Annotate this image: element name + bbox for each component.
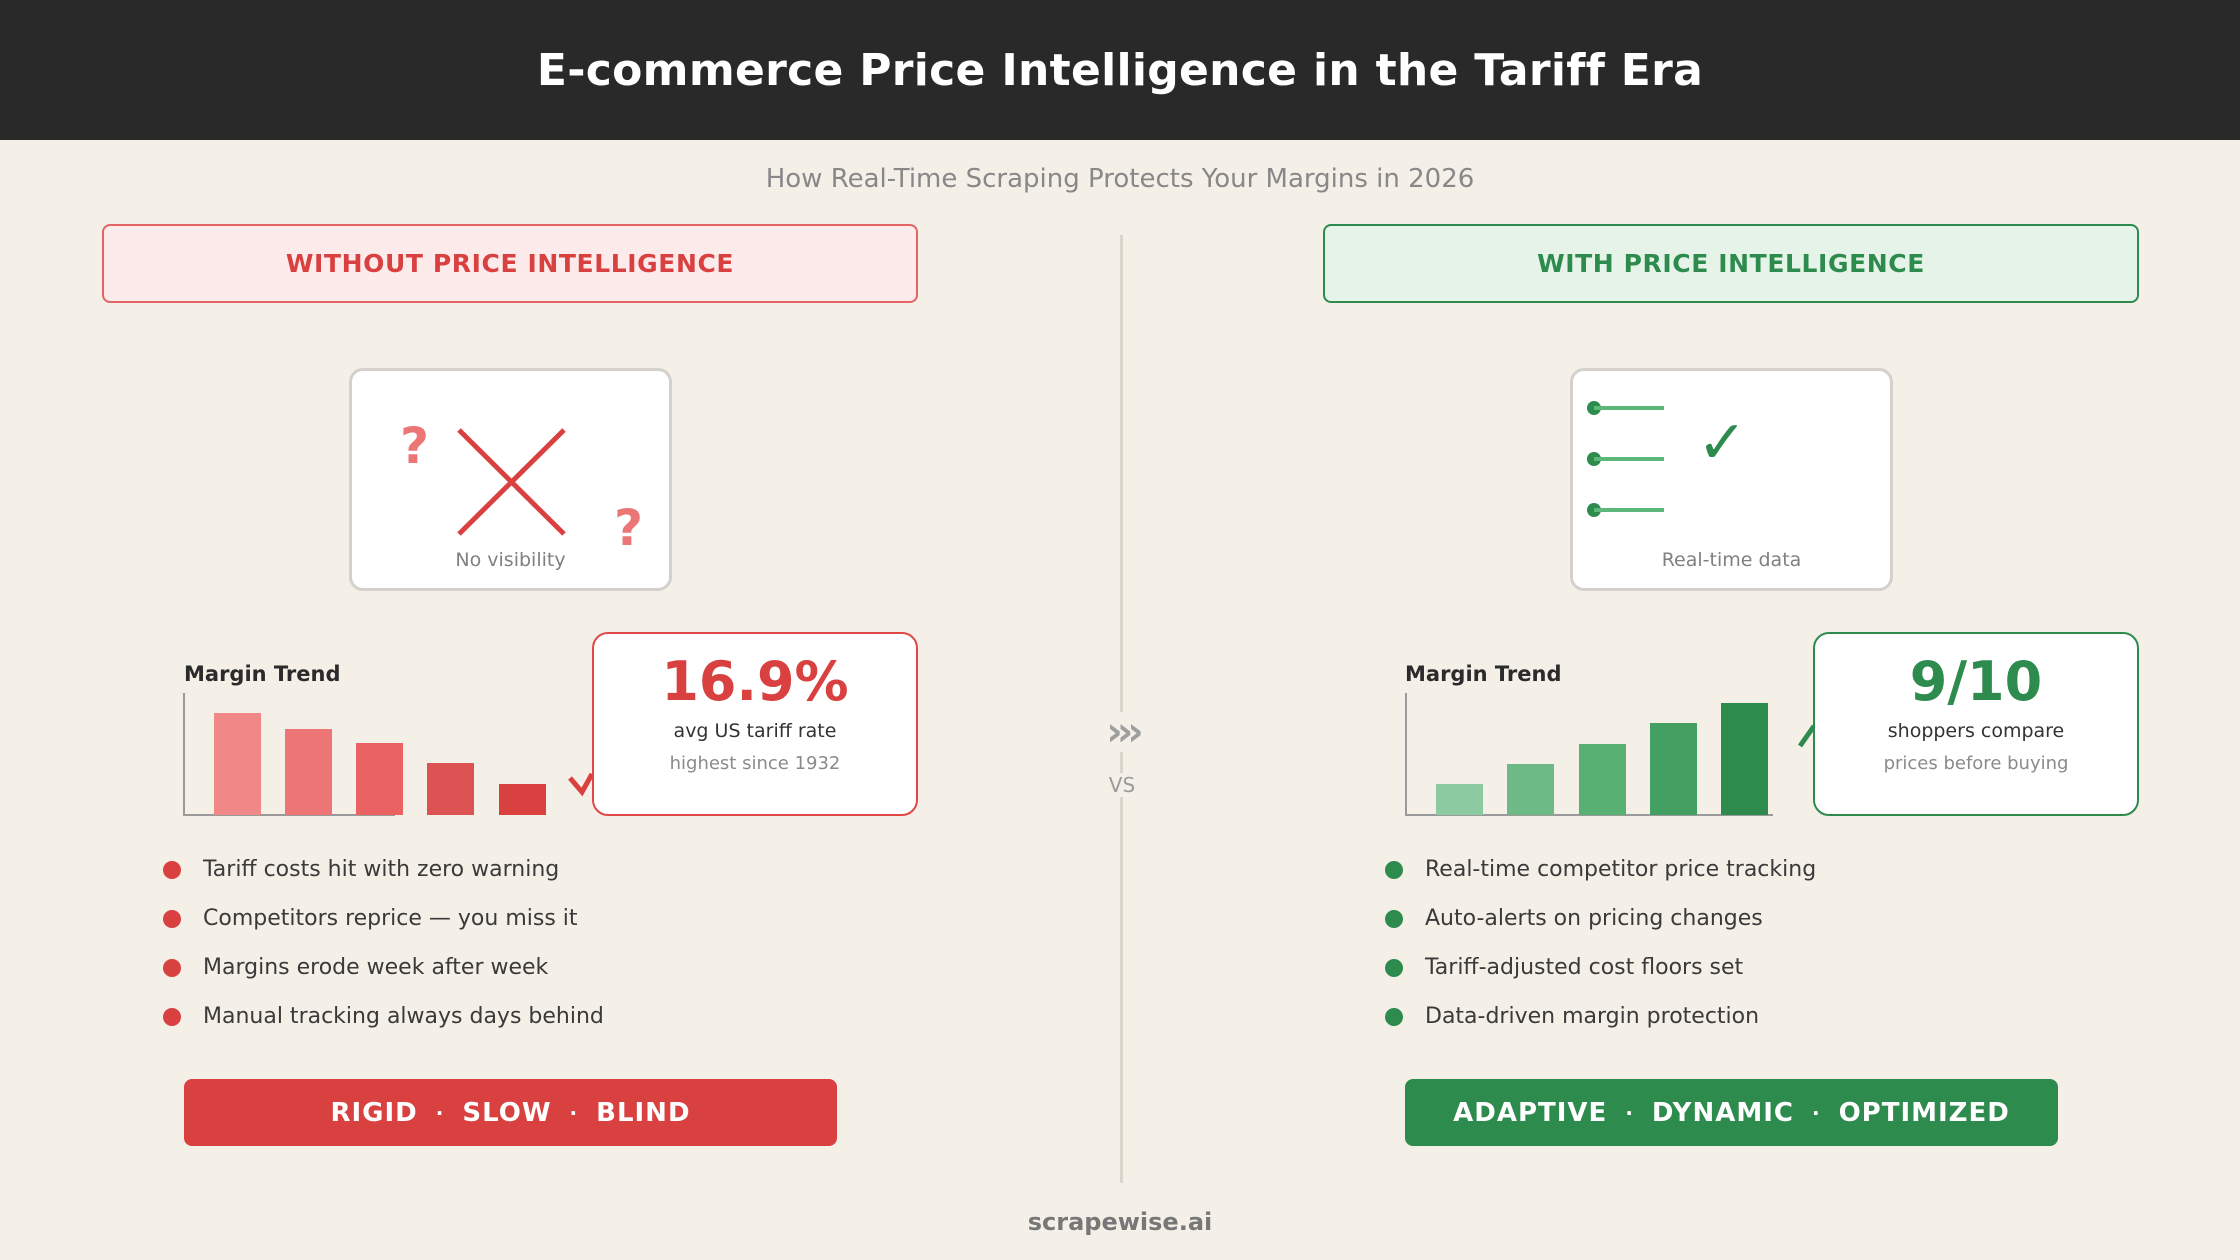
- separator-dot: ·: [1811, 1100, 1821, 1125]
- chart-bar: [1721, 703, 1768, 815]
- bullet-dot-icon: [163, 1007, 181, 1026]
- stat-note: highest since 1932: [669, 753, 841, 774]
- tariff-rate-stat-card: 16.9% avg US tariff rate highest since 1…: [592, 632, 918, 816]
- stat-description: avg US tariff rate: [673, 720, 837, 742]
- verdict-word: OPTIMIZED: [1838, 1097, 2010, 1128]
- stat-description: shoppers compare: [1887, 720, 2065, 742]
- center-divider: [1120, 235, 1123, 1183]
- chart-bar: [1579, 744, 1626, 815]
- icon-caption: Real-time data: [1661, 549, 1802, 571]
- separator-dot: ·: [435, 1100, 445, 1125]
- separator-dot: ·: [569, 1100, 579, 1125]
- list-item: Tariff costs hit with zero warning: [163, 857, 559, 882]
- list-item: Auto-alerts on pricing changes: [1385, 906, 1763, 931]
- chart-bar: [356, 743, 403, 815]
- question-mark-icon: ?: [614, 499, 644, 557]
- stat-value: 16.9%: [661, 650, 849, 713]
- icon-caption: No visibility: [455, 549, 566, 571]
- down-arrow-icon: [568, 772, 595, 797]
- bullet-dot-icon: [163, 909, 181, 928]
- margin-trend-label: Margin Trend: [184, 662, 341, 686]
- list-item-text: Tariff costs hit with zero warning: [203, 857, 560, 882]
- verdict-word: SLOW: [462, 1097, 552, 1128]
- bullet-dot-icon: [1385, 860, 1403, 879]
- chart-x-axis: [1405, 814, 1773, 816]
- with-intelligence-heading: WITH PRICE INTELLIGENCE: [1323, 224, 2139, 303]
- footer-brand: scrapewise.ai: [1027, 1208, 1213, 1236]
- stat-note: prices before buying: [1883, 753, 2069, 774]
- data-lines-icon: [1587, 401, 1664, 517]
- list-item: Margins erode week after week: [163, 955, 548, 980]
- adaptive-dynamic-optimized-banner: ADAPTIVE · DYNAMIC · OPTIMIZED: [1405, 1079, 2058, 1146]
- list-item-text: Tariff-adjusted cost floors set: [1425, 955, 1744, 980]
- list-item: Tariff-adjusted cost floors set: [1385, 955, 1743, 980]
- page-subtitle: How Real-Time Scraping Protects Your Mar…: [765, 164, 1475, 194]
- chart-y-axis: [1405, 693, 1407, 816]
- no-visibility-card: ? ? No visibility: [349, 368, 672, 591]
- chart-bar: [427, 763, 474, 815]
- chart-bar: [1436, 784, 1483, 815]
- list-item: Data-driven margin protection: [1385, 1004, 1759, 1029]
- without-intelligence-heading: WITHOUT PRICE INTELLIGENCE: [102, 224, 918, 303]
- bullet-dot-icon: [1385, 958, 1403, 977]
- chart-bar: [285, 729, 332, 815]
- chart-x-axis: [183, 814, 395, 816]
- list-item-text: Manual tracking always days behind: [203, 1004, 604, 1029]
- chart-bar: [214, 713, 261, 815]
- verdict-word: BLIND: [596, 1097, 691, 1128]
- triple-chevron-icon: ›››: [1090, 712, 1154, 752]
- list-item-text: Competitors reprice — you miss it: [203, 906, 578, 931]
- stat-value: 9/10: [1909, 650, 2043, 713]
- vs-label: VS: [1090, 773, 1154, 797]
- up-arrow-icon: [1797, 724, 1817, 748]
- list-item-text: Margins erode week after week: [203, 955, 549, 980]
- list-item: Manual tracking always days behind: [163, 1004, 604, 1029]
- chart-y-axis: [183, 693, 185, 816]
- verdict-word: ADAPTIVE: [1453, 1097, 1608, 1128]
- list-item: Competitors reprice — you miss it: [163, 906, 578, 931]
- shoppers-compare-stat-card: 9/10 shoppers compare prices before buyi…: [1813, 632, 2139, 816]
- checkmark-icon: ✓: [1697, 408, 1748, 478]
- separator-dot: ·: [1625, 1100, 1634, 1125]
- x-cross-icon: [457, 428, 566, 536]
- rigid-slow-blind-banner: RIGID · SLOW · BLIND: [184, 1079, 837, 1146]
- list-item: Real-time competitor price tracking: [1385, 857, 1816, 882]
- chart-bar: [1507, 764, 1554, 815]
- verdict-word: RIGID: [330, 1097, 418, 1128]
- bullet-dot-icon: [1385, 1007, 1403, 1026]
- page-title: E-commerce Price Intelligence in the Tar…: [536, 44, 1704, 96]
- list-item-text: Auto-alerts on pricing changes: [1425, 906, 1763, 931]
- chart-bar: [1650, 723, 1697, 815]
- title-banner: E-commerce Price Intelligence in the Tar…: [0, 0, 2240, 140]
- margin-trend-label: Margin Trend: [1405, 662, 1562, 686]
- list-item-text: Data-driven margin protection: [1425, 1004, 1760, 1029]
- bullet-dot-icon: [1385, 909, 1403, 928]
- verdict-word: DYNAMIC: [1651, 1097, 1794, 1128]
- real-time-data-card: ✓ Real-time data: [1570, 368, 1893, 591]
- bullet-dot-icon: [163, 860, 181, 879]
- chart-bar: [499, 784, 546, 815]
- bullet-dot-icon: [163, 958, 181, 977]
- question-mark-icon: ?: [400, 417, 430, 475]
- list-item-text: Real-time competitor price tracking: [1425, 857, 1817, 882]
